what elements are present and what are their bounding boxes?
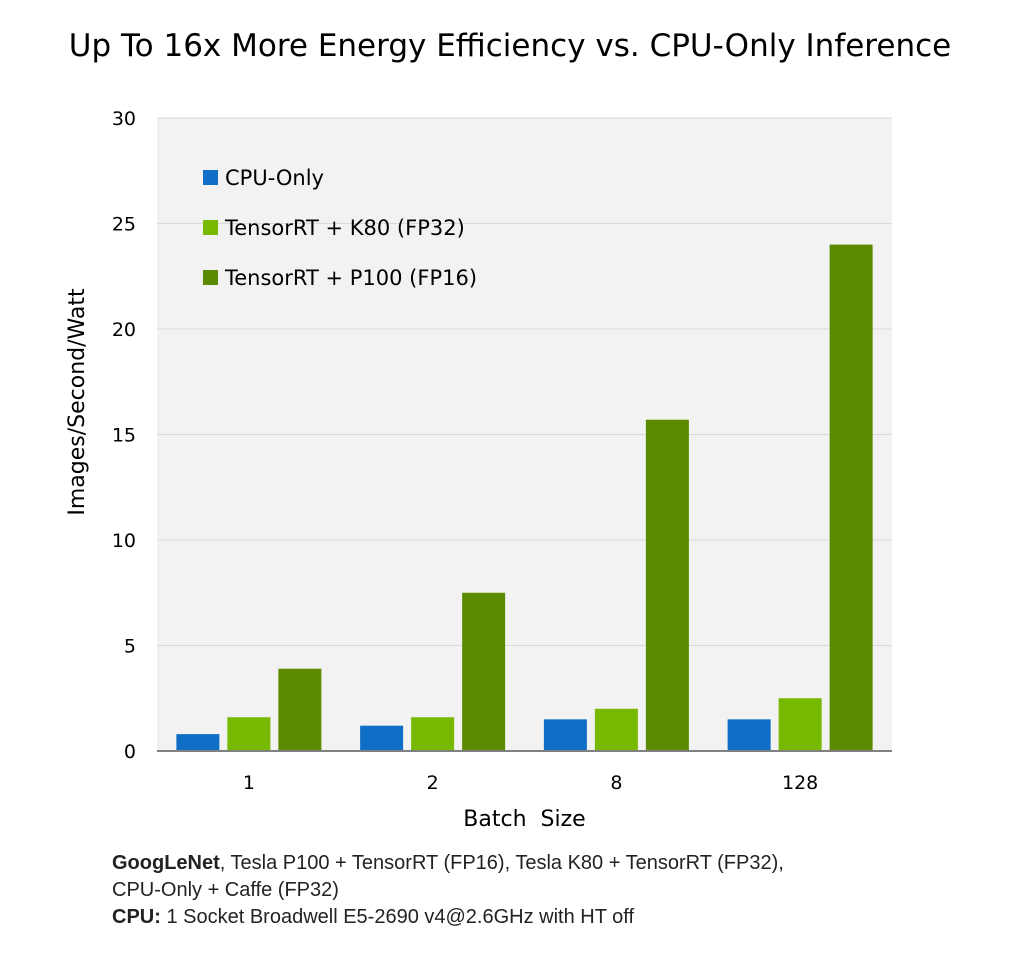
- bar-tensorrt-k80-fp32--8: [594, 708, 638, 751]
- bar-cpu-only-1: [176, 734, 220, 751]
- x-tick-label: 1: [243, 772, 255, 794]
- bar-tensorrt-p100-fp16--8: [645, 419, 689, 751]
- footnote-line-2: CPU-Only + Caffe (FP32): [112, 879, 339, 901]
- footnote-model: GoogLeNet: [112, 852, 220, 874]
- y-tick-label: 20: [112, 319, 136, 341]
- y-tick-label: 10: [112, 530, 136, 552]
- bar-tensorrt-k80-fp32--1: [227, 717, 271, 751]
- y-tick-label: 30: [112, 108, 136, 130]
- legend-swatch: [203, 270, 218, 285]
- legend-label: TensorRT + P100 (FP16): [224, 266, 477, 290]
- y-tick-label: 0: [124, 741, 136, 763]
- y-tick-label: 25: [112, 214, 136, 236]
- bar-tensorrt-k80-fp32--2: [411, 717, 455, 751]
- bar-cpu-only-128: [727, 719, 771, 751]
- y-tick-label: 15: [112, 425, 136, 447]
- bar-cpu-only-8: [543, 719, 587, 751]
- x-tick-label: 2: [427, 772, 439, 794]
- y-axis-label: Images/Second/Watt: [65, 288, 90, 516]
- footnote-config: , Tesla P100 + TensorRT (FP16), Tesla K8…: [219, 852, 784, 874]
- legend-label: CPU-Only: [225, 166, 324, 190]
- bars: [176, 244, 873, 751]
- legend-label: TensorRT + K80 (FP32): [224, 216, 465, 240]
- footnote-line-3: CPU: 1 Socket Broadwell E5-2690 v4@2.6GH…: [112, 904, 992, 931]
- x-tick-label: 128: [782, 772, 818, 794]
- bar-tensorrt-p100-fp16--2: [462, 592, 506, 751]
- bar-tensorrt-p100-fp16--128: [829, 244, 873, 751]
- y-tick-labels: 0 5 10 15 20 25 30: [112, 108, 136, 763]
- legend-swatch: [203, 220, 218, 235]
- bar-cpu-only-2: [360, 725, 404, 751]
- footnote-cpu-label: CPU:: [112, 906, 161, 928]
- y-tick-label: 5: [124, 636, 136, 658]
- chart-title: Up To 16x More Energy Efficiency vs. CPU…: [68, 28, 952, 64]
- bar-tensorrt-p100-fp16--1: [278, 668, 322, 751]
- x-tick-label: 8: [610, 772, 622, 794]
- footnote-line-1: GoogLeNet, Tesla P100 + TensorRT (FP16),…: [112, 850, 992, 877]
- gridlines: [157, 117, 892, 646]
- legend: CPU-Only TensorRT + K80 (FP32) TensorRT + …: [203, 166, 477, 290]
- legend-swatch: [203, 170, 218, 185]
- footnote: GoogLeNet, Tesla P100 + TensorRT (FP16),…: [112, 850, 992, 931]
- x-axis-label: Batch Size: [463, 807, 585, 832]
- footnote-cpu-spec: 1 Socket Broadwell E5-2690 v4@2.6GHz wit…: [160, 906, 635, 928]
- x-tick-labels: 1 2 8 128: [243, 772, 818, 794]
- bar-tensorrt-k80-fp32--128: [778, 698, 822, 751]
